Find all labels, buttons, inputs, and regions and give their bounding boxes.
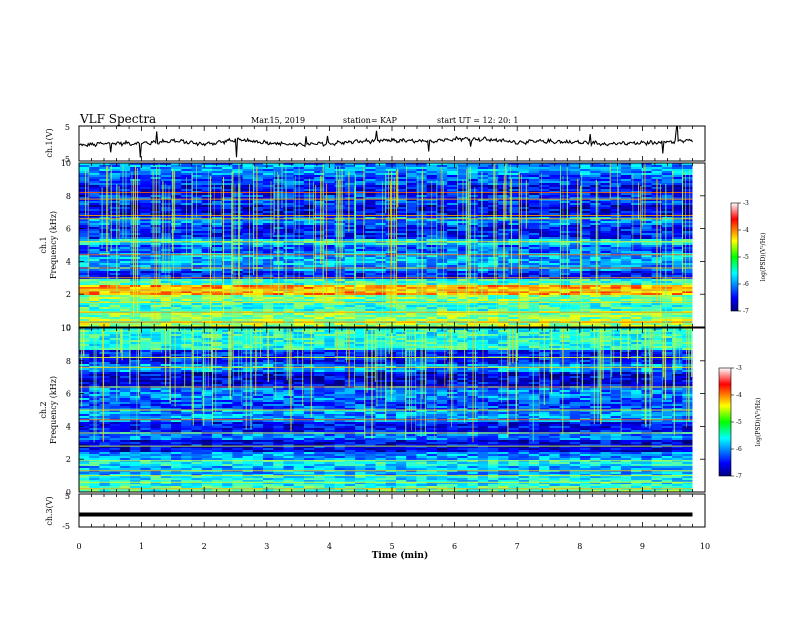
ch1-voltage-ytick-top: 5: [65, 123, 70, 132]
station-label: station= KAP: [343, 116, 398, 125]
ch1-spectrogram-image: [79, 163, 705, 345]
ch1-voltage-panel: 5 -5 ch.1(V): [45, 122, 705, 164]
date-label: Mar.15, 2019: [251, 116, 305, 125]
start-ut-label: start UT = 12: 20: 1: [437, 116, 518, 125]
figure-title: VLF Spectra: [79, 112, 156, 126]
ch1-voltage-ylabel: ch.1(V): [45, 128, 54, 157]
